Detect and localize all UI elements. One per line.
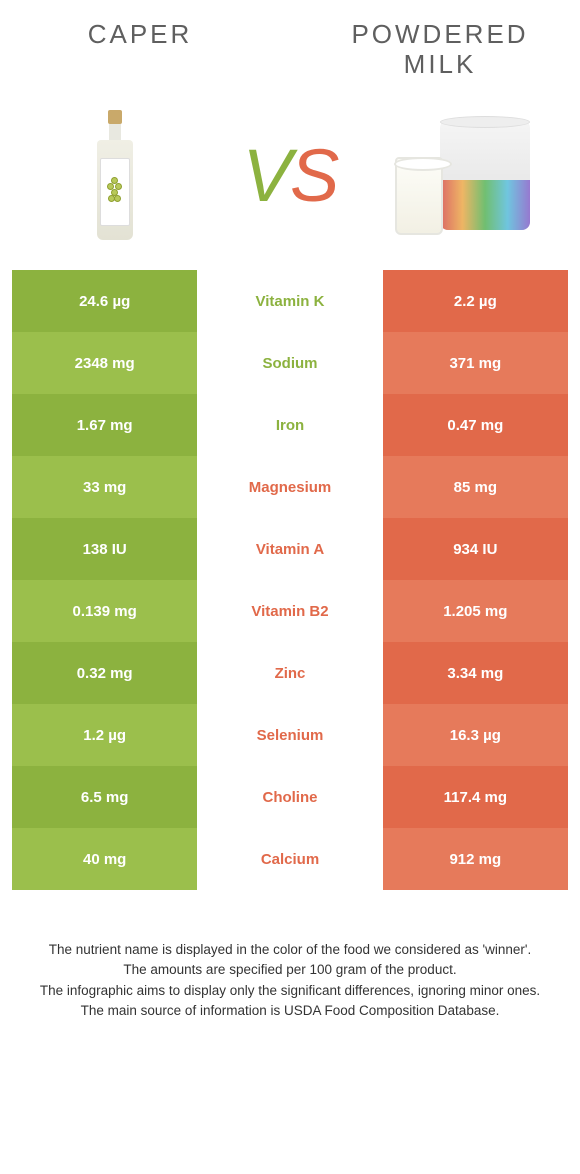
table-row: 1.67 mgIron0.47 mg — [12, 394, 568, 456]
right-food-image — [390, 100, 540, 250]
left-food-image — [40, 100, 190, 250]
left-value: 40 mg — [12, 828, 197, 890]
table-row: 24.6 µgVitamin K2.2 µg — [12, 270, 568, 332]
right-value: 371 mg — [383, 332, 568, 394]
nutrient-name: Choline — [197, 766, 382, 828]
nutrient-table: 24.6 µgVitamin K2.2 µg2348 mgSodium371 m… — [12, 270, 568, 890]
left-value: 1.2 µg — [12, 704, 197, 766]
footer-line: The nutrient name is displayed in the co… — [30, 940, 550, 960]
titles-row: Caper Powdered milk — [0, 0, 580, 100]
table-row: 0.139 mgVitamin B21.205 mg — [12, 580, 568, 642]
footer-line: The amounts are specified per 100 gram o… — [30, 960, 550, 980]
nutrient-name: Vitamin A — [197, 518, 382, 580]
left-value: 2348 mg — [12, 332, 197, 394]
footer-line: The main source of information is USDA F… — [30, 1001, 550, 1021]
powdered-milk-icon — [395, 110, 535, 240]
table-row: 33 mgMagnesium85 mg — [12, 456, 568, 518]
left-food-title: Caper — [30, 20, 250, 50]
nutrient-name: Selenium — [197, 704, 382, 766]
nutrient-name: Magnesium — [197, 456, 382, 518]
right-value: 3.34 mg — [383, 642, 568, 704]
nutrient-name: Sodium — [197, 332, 382, 394]
nutrient-name: Iron — [197, 394, 382, 456]
right-value: 2.2 µg — [383, 270, 568, 332]
vs-label: VS — [243, 133, 338, 218]
table-row: 6.5 mgCholine117.4 mg — [12, 766, 568, 828]
left-value: 6.5 mg — [12, 766, 197, 828]
images-row: VS — [0, 100, 580, 270]
right-value: 934 IU — [383, 518, 568, 580]
table-row: 40 mgCalcium912 mg — [12, 828, 568, 890]
right-value: 1.205 mg — [383, 580, 568, 642]
nutrient-name: Vitamin K — [197, 270, 382, 332]
left-value: 0.139 mg — [12, 580, 197, 642]
right-value: 16.3 µg — [383, 704, 568, 766]
infographic-container: Caper Powdered milk VS 24.6 µgVitamin K2… — [0, 0, 580, 1021]
footer-notes: The nutrient name is displayed in the co… — [0, 890, 580, 1021]
left-value: 1.67 mg — [12, 394, 197, 456]
right-food-title: Powdered milk — [330, 20, 550, 80]
left-value: 33 mg — [12, 456, 197, 518]
nutrient-name: Vitamin B2 — [197, 580, 382, 642]
table-row: 2348 mgSodium371 mg — [12, 332, 568, 394]
right-value: 117.4 mg — [383, 766, 568, 828]
right-value: 912 mg — [383, 828, 568, 890]
left-value: 24.6 µg — [12, 270, 197, 332]
right-value: 85 mg — [383, 456, 568, 518]
table-row: 1.2 µgSelenium16.3 µg — [12, 704, 568, 766]
footer-line: The infographic aims to display only the… — [30, 981, 550, 1001]
table-row: 138 IUVitamin A934 IU — [12, 518, 568, 580]
table-row: 0.32 mgZinc3.34 mg — [12, 642, 568, 704]
nutrient-name: Calcium — [197, 828, 382, 890]
caper-bottle-icon — [97, 110, 133, 240]
right-value: 0.47 mg — [383, 394, 568, 456]
left-value: 138 IU — [12, 518, 197, 580]
left-value: 0.32 mg — [12, 642, 197, 704]
nutrient-name: Zinc — [197, 642, 382, 704]
